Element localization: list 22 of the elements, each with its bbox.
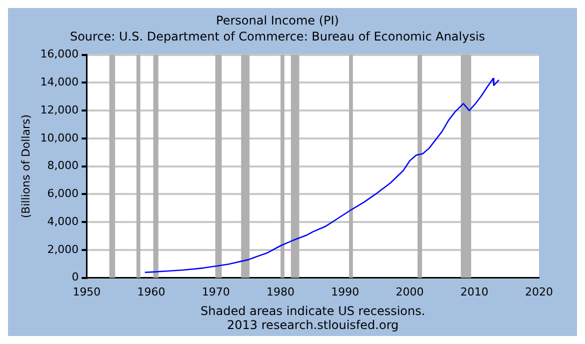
chart-subtitle: Source: U.S. Department of Commerce: Bureau of Economic Analysis [70,30,486,44]
y-tick-label: 14,000 [40,76,79,89]
y-axis-title: (Billions of Dollars) [19,114,32,218]
x-tick-label: 1950 [72,285,101,298]
x-tick-label: 1990 [331,285,360,298]
y-tick-label: 6,000 [47,187,79,200]
x-tick-label: 1980 [266,285,295,298]
x-tick-label: 2020 [525,285,553,298]
text: Shaded areas indicate US recessions. [200,304,426,318]
y-tick-label: 10,000 [40,131,79,144]
y-tick-label: 0 [72,270,79,284]
y-tick-label: 8,000 [47,159,79,172]
text: 2013 research.stlouisfed.org [227,318,399,332]
x-tick-label: 1970 [202,285,230,298]
y-tick-label: 12,000 [40,103,79,116]
y-tick-label: 2,000 [47,242,79,256]
x-tick-label: 1960 [137,285,166,298]
x-tick-label: 2000 [396,285,424,298]
x-tick-label: 2010 [460,285,488,298]
y-tick-label: 4,000 [47,214,79,228]
y-tick-label: 16,000 [40,48,79,61]
chart-title: Personal Income (PI) [216,13,339,28]
